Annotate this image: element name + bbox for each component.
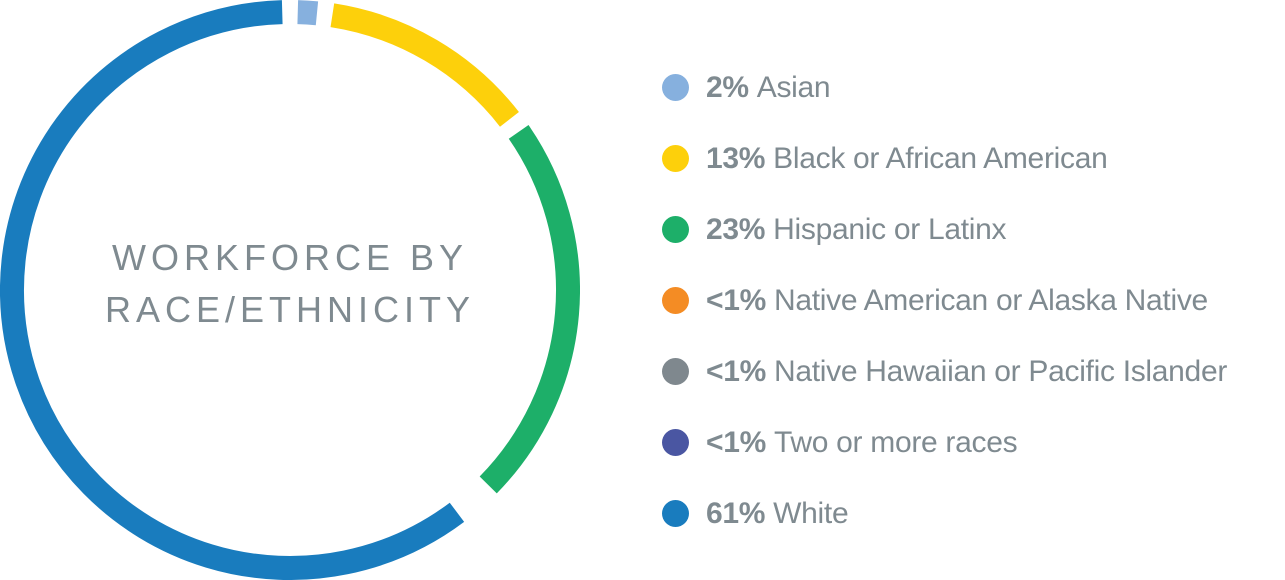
legend-label: Black or African American [773, 141, 1108, 175]
donut-chart [0, 0, 580, 580]
legend-dot-icon [662, 145, 689, 172]
legend-percent: 13% [706, 141, 766, 175]
legend-label: Native American or Alaska Native [773, 283, 1208, 317]
legend-dot-icon [662, 429, 689, 456]
legend-dot-icon [662, 287, 689, 314]
legend-item-pacific-islander: <1% Native Hawaiian or Pacific Islander [662, 336, 1227, 407]
legend-item-two-or-more: <1% Two or more races [662, 407, 1227, 478]
legend-label: Hispanic or Latinx [773, 212, 1007, 246]
legend-item-native-american: <1% Native American or Alaska Native [662, 265, 1227, 336]
legend-dot-icon [662, 358, 689, 385]
legend-percent: 23% [706, 212, 766, 246]
legend-dot-icon [662, 500, 689, 527]
legend-percent: 2% [706, 70, 749, 104]
legend-label: White [773, 496, 849, 530]
legend-percent: 61% [706, 496, 766, 530]
legend: 2% Asian 13% Black or African American 23%… [662, 52, 1227, 549]
legend-label: Asian [756, 70, 831, 104]
legend-dot-icon [662, 216, 689, 243]
donut-ring [0, 0, 580, 580]
legend-dot-icon [662, 74, 689, 101]
chart-title-line-1: WORKFORCE BY [111, 237, 468, 278]
legend-percent: <1% [706, 354, 766, 388]
legend-item-black: 13% Black or African American [662, 123, 1227, 194]
donut-segment-white [0, 0, 465, 580]
donut-segment-asian [297, 0, 319, 26]
legend-percent: <1% [706, 425, 766, 459]
donut-segment-hispanic-or-latinx [479, 125, 580, 494]
legend-label: Two or more races [773, 425, 1018, 459]
legend-percent: <1% [706, 283, 766, 317]
legend-item-white: 61% White [662, 478, 1227, 549]
chart-title: WORKFORCE BY RACE/ETHNICITY [60, 232, 520, 336]
legend-item-asian: 2% Asian [662, 52, 1227, 123]
legend-item-hispanic: 23% Hispanic or Latinx [662, 194, 1227, 265]
donut-segment-black-or-african-american [330, 3, 519, 127]
chart-title-line-2: RACE/ETHNICITY [104, 289, 476, 330]
legend-label: Native Hawaiian or Pacific Islander [773, 354, 1228, 388]
